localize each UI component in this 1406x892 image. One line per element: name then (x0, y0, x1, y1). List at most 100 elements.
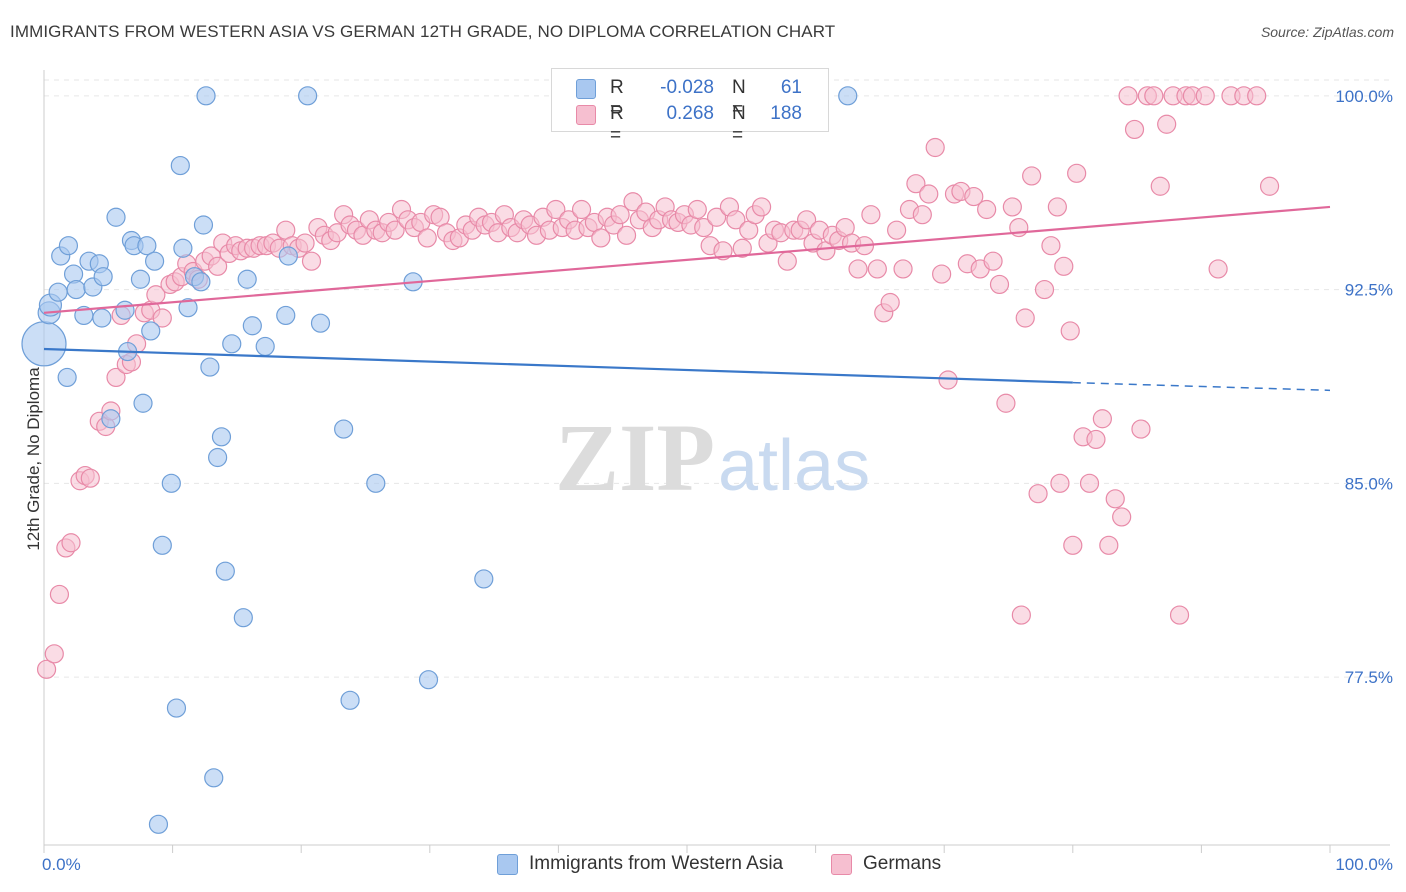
data-point-germans (996, 393, 1016, 413)
data-point-western-asia (838, 86, 858, 106)
data-point-western-asia (418, 670, 439, 690)
data-point-germans (1195, 86, 1215, 106)
data-point-germans (925, 137, 945, 158)
data-point-western-asia (366, 473, 386, 493)
axes (43, 70, 1390, 853)
bottom-legend-label: Germans (863, 853, 942, 874)
data-point-germans (106, 367, 126, 388)
legend-r-label: R = (610, 77, 624, 120)
data-point-western-asia (48, 282, 68, 302)
data-point-germans (1118, 86, 1138, 106)
bottom-legend-swatch-pink (831, 854, 852, 875)
data-point-germans (1011, 605, 1031, 625)
data-point-western-asia (92, 308, 112, 328)
data-point-germans (623, 192, 643, 212)
data-point-germans (912, 205, 932, 225)
data-point-germans (1112, 507, 1132, 527)
legend-swatch-pink (576, 105, 596, 125)
y-tick-label: 77.5% (1345, 668, 1393, 687)
data-point-germans (1002, 197, 1022, 217)
data-point-western-asia (57, 367, 77, 388)
trend-line-western-asia (43, 347, 1073, 384)
trend-line-western-asia-extension (1072, 381, 1331, 392)
trend-lines (43, 205, 1331, 392)
germans-points (36, 86, 1280, 679)
data-point-germans (732, 238, 752, 258)
legend-r-value: 0.268 (666, 103, 714, 124)
data-point-western-asia (178, 298, 198, 318)
data-point-western-asia (137, 236, 157, 256)
data-point-germans (977, 199, 997, 220)
data-point-germans (1063, 535, 1083, 555)
western-asia-points (21, 86, 858, 834)
data-point-germans (385, 220, 405, 240)
data-point-germans (1131, 419, 1151, 439)
data-point-germans (36, 659, 57, 679)
y-tick-label: 85.0% (1345, 474, 1393, 493)
data-point-germans (1086, 429, 1106, 450)
legend-n-label: N = (732, 103, 746, 146)
data-point-germans (796, 210, 817, 230)
data-point-western-asia (66, 279, 86, 300)
legend-n-value: 61 (780, 77, 802, 98)
data-point-germans (1092, 409, 1112, 429)
data-point-germans (887, 220, 907, 240)
data-point-germans (1034, 279, 1055, 300)
y-axis-label: 12th Grade, No Diploma (24, 367, 43, 551)
tick-labels: 77.5% 85.0% 92.5% 100.0% 0.0% 100.0% (42, 87, 1393, 874)
data-point-germans (49, 584, 70, 605)
chart-title: IMMIGRANTS FROM WESTERN ASIA VS GERMAN 1… (10, 22, 836, 41)
data-point-western-asia (106, 207, 126, 227)
legend-n-value: 188 (770, 103, 802, 124)
data-point-germans (1047, 197, 1067, 217)
data-point-germans (983, 251, 1003, 271)
data-point-germans (1259, 176, 1280, 196)
data-point-germans (1067, 163, 1087, 183)
data-point-western-asia (130, 269, 151, 289)
data-point-germans (919, 184, 939, 204)
data-point-germans (591, 228, 611, 248)
data-point-germans (964, 186, 984, 207)
data-point-germans (1054, 256, 1074, 276)
data-point-germans (1150, 176, 1170, 196)
data-point-western-asia (21, 321, 67, 367)
data-point-western-asia (208, 447, 228, 468)
data-point-western-asia (334, 419, 354, 439)
data-point-western-asia (115, 300, 135, 320)
data-point-western-asia (152, 535, 172, 555)
data-point-germans (938, 370, 958, 390)
data-point-germans (687, 199, 707, 220)
y-tick-label: 92.5% (1345, 281, 1393, 300)
data-point-western-asia (242, 316, 262, 336)
bottom-legend-label: Immigrants from Western Asia (529, 853, 784, 874)
data-point-western-asia (276, 305, 296, 326)
data-point-western-asia (255, 336, 275, 357)
data-point-western-asia (233, 608, 253, 628)
data-point-germans (417, 228, 437, 248)
data-point-western-asia (215, 561, 235, 581)
data-point-germans (208, 256, 228, 276)
x-tick-label: 100.0% (1335, 855, 1393, 874)
legend-swatch-blue (576, 79, 596, 99)
legend-n-label: N = (732, 77, 746, 120)
data-point-germans (867, 259, 887, 279)
y-tick-label: 100.0% (1335, 87, 1393, 106)
data-point-germans (1124, 119, 1145, 140)
data-point-germans (571, 199, 592, 220)
data-point-germans (694, 217, 714, 238)
data-point-western-asia (173, 238, 193, 258)
data-point-germans (1169, 605, 1190, 625)
data-point-germans (546, 199, 566, 220)
data-point-germans (861, 205, 881, 225)
data-point-germans (932, 264, 952, 284)
data-point-germans (152, 308, 172, 328)
data-point-western-asia (222, 334, 242, 354)
data-point-germans (301, 251, 322, 271)
data-point-western-asia (204, 768, 224, 788)
source-credit: Source: ZipAtlas.com (1260, 24, 1394, 40)
data-point-germans (1247, 86, 1267, 106)
data-point-germans (1015, 308, 1035, 328)
data-point-germans (726, 210, 746, 230)
data-point-western-asia (58, 236, 79, 256)
